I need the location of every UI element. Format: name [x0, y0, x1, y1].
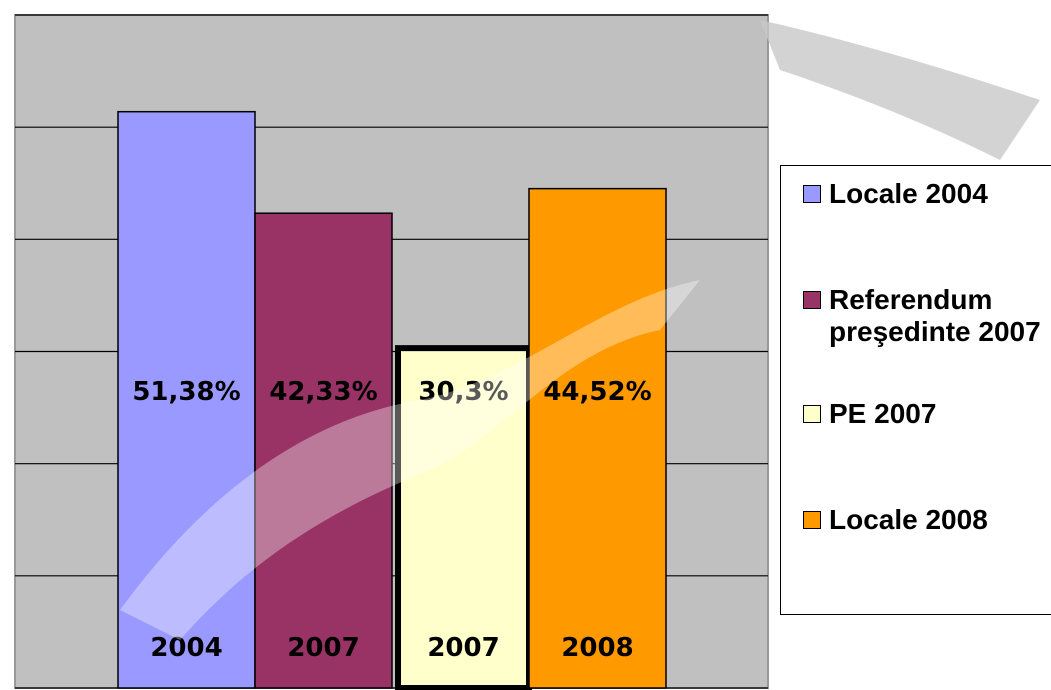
value-label: 51,38%	[132, 377, 240, 407]
legend-item: Referendum preşedinte 2007	[803, 284, 1048, 348]
legend-swatch	[803, 291, 821, 309]
legend-item: PE 2007	[803, 398, 1048, 430]
x-tick-label: 2008	[561, 633, 633, 663]
value-label: 44,52%	[543, 377, 651, 407]
legend: Locale 2004 Referendum preşedinte 2007 PE …	[780, 165, 1051, 615]
value-label: 42,33%	[269, 377, 377, 407]
page: {"chart_data": {"type": "bar", "categori…	[0, 0, 1051, 690]
legend-item: Locale 2008	[803, 504, 1048, 536]
x-tick-label: 2007	[287, 633, 359, 663]
x-tick-label: 2007	[427, 633, 499, 663]
legend-label: Locale 2004	[829, 178, 988, 210]
legend-swatch	[803, 185, 821, 203]
bar	[529, 189, 666, 688]
legend-label: Referendum preşedinte 2007	[829, 284, 1048, 348]
legend-item: Locale 2004	[803, 178, 1048, 210]
legend-label: PE 2007	[829, 398, 936, 430]
legend-swatch	[803, 405, 821, 423]
watermark	[760, 20, 1040, 160]
legend-swatch	[803, 511, 821, 529]
x-tick-label: 2004	[150, 633, 222, 663]
legend-label: Locale 2008	[829, 504, 988, 536]
